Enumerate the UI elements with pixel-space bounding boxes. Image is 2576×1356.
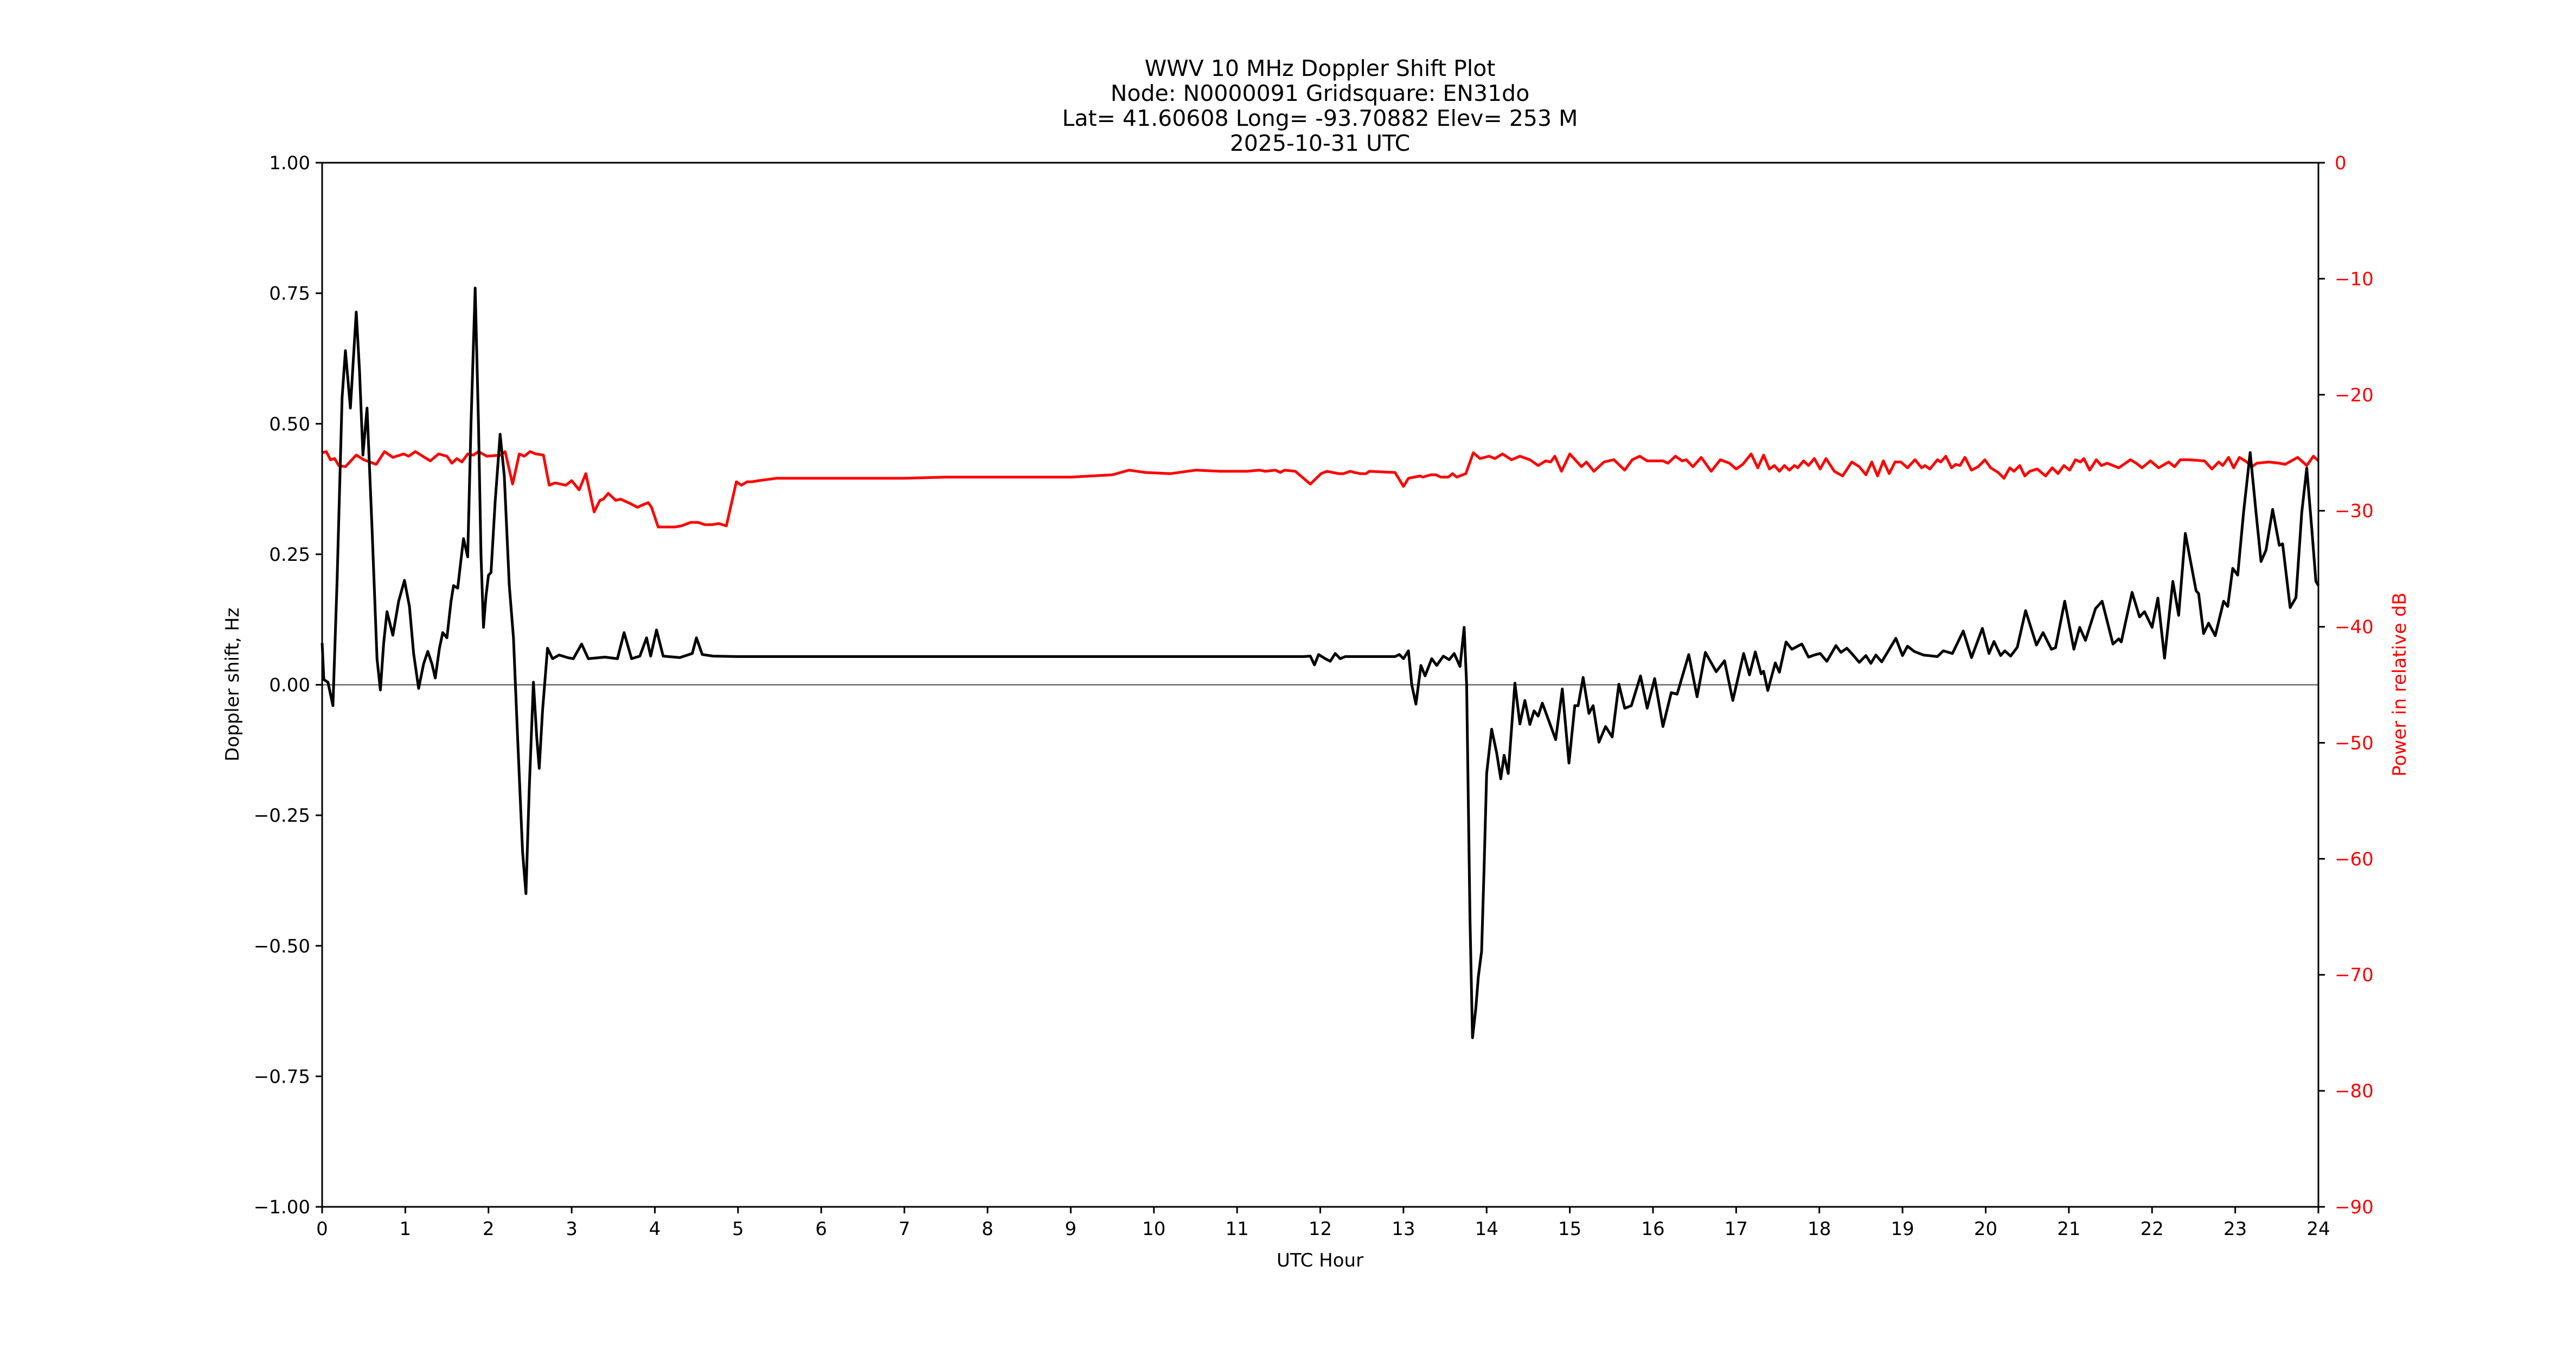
x-axis-label: UTC Hour (1277, 1250, 1363, 1271)
power-series-line (322, 450, 2319, 529)
x-tick-label: 12 (1309, 1218, 1332, 1240)
doppler-series-line (321, 286, 2320, 1039)
y-right-tick-label: −70 (2335, 964, 2374, 986)
y-right-tick-label: 0 (2335, 152, 2347, 174)
y-right-tick-label: −50 (2335, 732, 2374, 754)
subtitle-node: Node: N0000091 Gridsquare: EN31do (1111, 80, 1530, 106)
x-tick-label: 11 (1225, 1218, 1248, 1240)
y-right-tick-label: −80 (2335, 1080, 2374, 1102)
y-tick-label: 0.75 (269, 283, 310, 305)
y-axis-right-label: Power in relative dB (2389, 592, 2411, 776)
chart-title: WWV 10 MHz Doppler Shift Plot Node: N000… (1062, 55, 1578, 156)
x-tick-label: 19 (1891, 1218, 1914, 1240)
x-tick-label: 22 (2141, 1218, 2164, 1240)
y-tick-label: 0.50 (269, 413, 310, 435)
y-right-tick-label: −60 (2335, 848, 2374, 870)
x-axis-ticks: 0 1 2 3 4 5 6 7 8 9 10 11 12 13 14 15 16 17 18 19 20 21 22 23 24 (316, 1207, 2330, 1240)
y-axis-left-ticks: 1.00 0.75 0.50 0.25 0.00 −0.25 −0.50 −0.75 −1.00 (254, 152, 322, 1218)
x-tick-label: 4 (649, 1218, 661, 1240)
y-tick-label: 1.00 (269, 152, 310, 174)
x-tick-label: 3 (566, 1218, 578, 1240)
y-tick-label: 0.25 (269, 544, 310, 566)
x-tick-label: 18 (1808, 1218, 1831, 1240)
y-right-tick-label: −10 (2335, 268, 2374, 290)
y-tick-label: −0.25 (254, 805, 310, 827)
x-tick-label: 1 (400, 1218, 412, 1240)
y-right-tick-label: −30 (2335, 501, 2374, 522)
x-tick-label: 8 (982, 1218, 994, 1240)
y-right-tick-label: −40 (2335, 617, 2374, 638)
x-tick-label: 6 (815, 1218, 827, 1240)
x-tick-label: 23 (2223, 1218, 2247, 1240)
x-tick-label: 17 (1725, 1218, 1748, 1240)
x-tick-label: 24 (2306, 1218, 2330, 1240)
y-axis-left-label: Doppler shift, Hz (222, 607, 243, 762)
y-tick-label: −0.50 (254, 936, 310, 957)
x-tick-label: 13 (1392, 1218, 1415, 1240)
x-tick-label: 9 (1065, 1218, 1077, 1240)
y-axis-right-ticks: 0 −10 −20 −30 −40 −50 −60 −70 −80 −90 (2318, 152, 2374, 1218)
x-tick-label: 10 (1142, 1218, 1165, 1240)
x-tick-label: 15 (1558, 1218, 1581, 1240)
y-right-tick-label: −90 (2335, 1197, 2374, 1218)
x-tick-label: 2 (483, 1218, 495, 1240)
y-tick-label: −1.00 (254, 1197, 310, 1218)
x-tick-label: 7 (899, 1218, 911, 1240)
x-tick-label: 21 (2057, 1218, 2080, 1240)
subtitle-date: 2025-10-31 UTC (1230, 130, 1411, 156)
x-tick-label: 20 (1974, 1218, 1997, 1240)
y-tick-label: 0.00 (269, 675, 310, 696)
title: WWV 10 MHz Doppler Shift Plot (1145, 55, 1496, 81)
y-right-tick-label: −20 (2335, 385, 2374, 406)
y-tick-label: −0.75 (254, 1066, 310, 1088)
x-tick-label: 5 (732, 1218, 744, 1240)
x-tick-label: 14 (1475, 1218, 1498, 1240)
x-tick-label: 16 (1641, 1218, 1664, 1240)
subtitle-location: Lat= 41.60608 Long= -93.70882 Elev= 253 … (1062, 105, 1578, 131)
x-tick-label: 0 (316, 1218, 328, 1240)
